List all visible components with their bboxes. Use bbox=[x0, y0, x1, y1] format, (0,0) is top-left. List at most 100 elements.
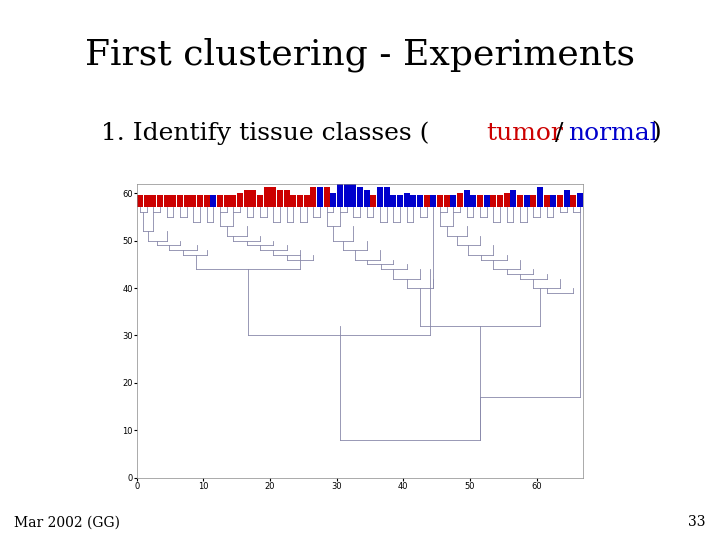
Bar bbox=[537, 187, 543, 195]
Bar bbox=[450, 195, 456, 207]
Bar bbox=[264, 195, 270, 207]
Bar bbox=[503, 193, 510, 195]
Bar bbox=[431, 195, 436, 207]
Bar bbox=[284, 195, 289, 207]
Bar bbox=[271, 187, 276, 195]
Bar bbox=[337, 184, 343, 195]
Text: 1. Identify tissue classes (: 1. Identify tissue classes ( bbox=[101, 122, 429, 145]
Bar bbox=[237, 193, 243, 195]
Bar bbox=[171, 195, 176, 207]
Text: 33: 33 bbox=[688, 515, 706, 529]
Bar bbox=[503, 195, 510, 207]
Bar bbox=[277, 195, 283, 207]
Bar bbox=[557, 195, 563, 207]
Bar bbox=[244, 195, 250, 207]
Bar bbox=[384, 187, 390, 195]
Bar bbox=[404, 193, 410, 195]
Bar bbox=[377, 187, 383, 195]
Bar bbox=[150, 195, 156, 207]
Bar bbox=[237, 195, 243, 207]
Bar bbox=[224, 195, 230, 207]
Bar bbox=[204, 195, 210, 207]
Bar bbox=[404, 195, 410, 207]
Bar bbox=[290, 195, 297, 207]
Bar bbox=[544, 195, 549, 207]
Bar bbox=[357, 187, 363, 195]
Bar bbox=[190, 195, 197, 207]
Bar bbox=[271, 195, 276, 207]
Bar bbox=[251, 195, 256, 207]
Bar bbox=[564, 195, 570, 207]
Bar bbox=[257, 195, 263, 207]
Bar bbox=[324, 187, 330, 195]
Bar bbox=[370, 195, 377, 207]
Bar bbox=[324, 195, 330, 207]
Text: normal: normal bbox=[568, 122, 658, 145]
Bar bbox=[397, 195, 403, 207]
Bar bbox=[457, 195, 463, 207]
Bar bbox=[210, 195, 217, 207]
Bar bbox=[577, 193, 583, 195]
Bar bbox=[177, 195, 183, 207]
Text: First clustering - Experiments: First clustering - Experiments bbox=[85, 38, 635, 72]
Bar bbox=[310, 195, 316, 207]
Bar bbox=[337, 195, 343, 207]
Bar bbox=[137, 195, 143, 207]
Bar bbox=[343, 184, 350, 195]
Bar bbox=[464, 195, 469, 207]
Bar bbox=[264, 187, 270, 195]
Bar bbox=[510, 190, 516, 195]
Bar bbox=[523, 195, 530, 207]
Bar bbox=[517, 195, 523, 207]
Bar bbox=[550, 195, 557, 207]
Bar bbox=[144, 195, 150, 207]
Bar bbox=[157, 195, 163, 207]
Bar bbox=[497, 195, 503, 207]
Bar bbox=[364, 195, 369, 207]
Bar bbox=[437, 195, 443, 207]
Text: ): ) bbox=[651, 122, 660, 145]
Bar bbox=[163, 195, 170, 207]
Bar bbox=[423, 195, 430, 207]
Bar bbox=[390, 195, 396, 207]
Bar bbox=[244, 190, 250, 195]
Bar bbox=[484, 195, 490, 207]
Bar bbox=[377, 195, 383, 207]
Bar bbox=[351, 184, 356, 195]
Bar bbox=[457, 193, 463, 195]
Bar bbox=[510, 195, 516, 207]
Bar bbox=[310, 187, 316, 195]
Bar bbox=[444, 195, 449, 207]
Bar bbox=[564, 190, 570, 195]
Bar bbox=[364, 190, 369, 195]
Bar bbox=[184, 195, 190, 207]
Bar bbox=[577, 195, 583, 207]
Text: /: / bbox=[554, 122, 563, 145]
Bar bbox=[384, 195, 390, 207]
Bar bbox=[330, 195, 336, 207]
Bar bbox=[304, 195, 310, 207]
Bar bbox=[297, 195, 303, 207]
Bar bbox=[330, 193, 336, 195]
Bar bbox=[317, 195, 323, 207]
Bar bbox=[410, 195, 416, 207]
Bar bbox=[230, 195, 236, 207]
Bar bbox=[351, 195, 356, 207]
Bar bbox=[197, 195, 203, 207]
Bar bbox=[417, 195, 423, 207]
Bar bbox=[251, 190, 256, 195]
Bar bbox=[217, 195, 223, 207]
Bar bbox=[277, 190, 283, 195]
Bar bbox=[570, 195, 576, 207]
Bar bbox=[537, 195, 543, 207]
Bar bbox=[284, 190, 289, 195]
Bar bbox=[530, 195, 536, 207]
Text: Mar 2002 (GG): Mar 2002 (GG) bbox=[14, 515, 120, 529]
Text: tumor: tumor bbox=[486, 122, 562, 145]
Bar bbox=[343, 195, 350, 207]
Bar bbox=[477, 195, 483, 207]
Bar bbox=[317, 187, 323, 195]
Bar bbox=[357, 195, 363, 207]
Bar bbox=[464, 190, 469, 195]
Bar bbox=[490, 195, 496, 207]
